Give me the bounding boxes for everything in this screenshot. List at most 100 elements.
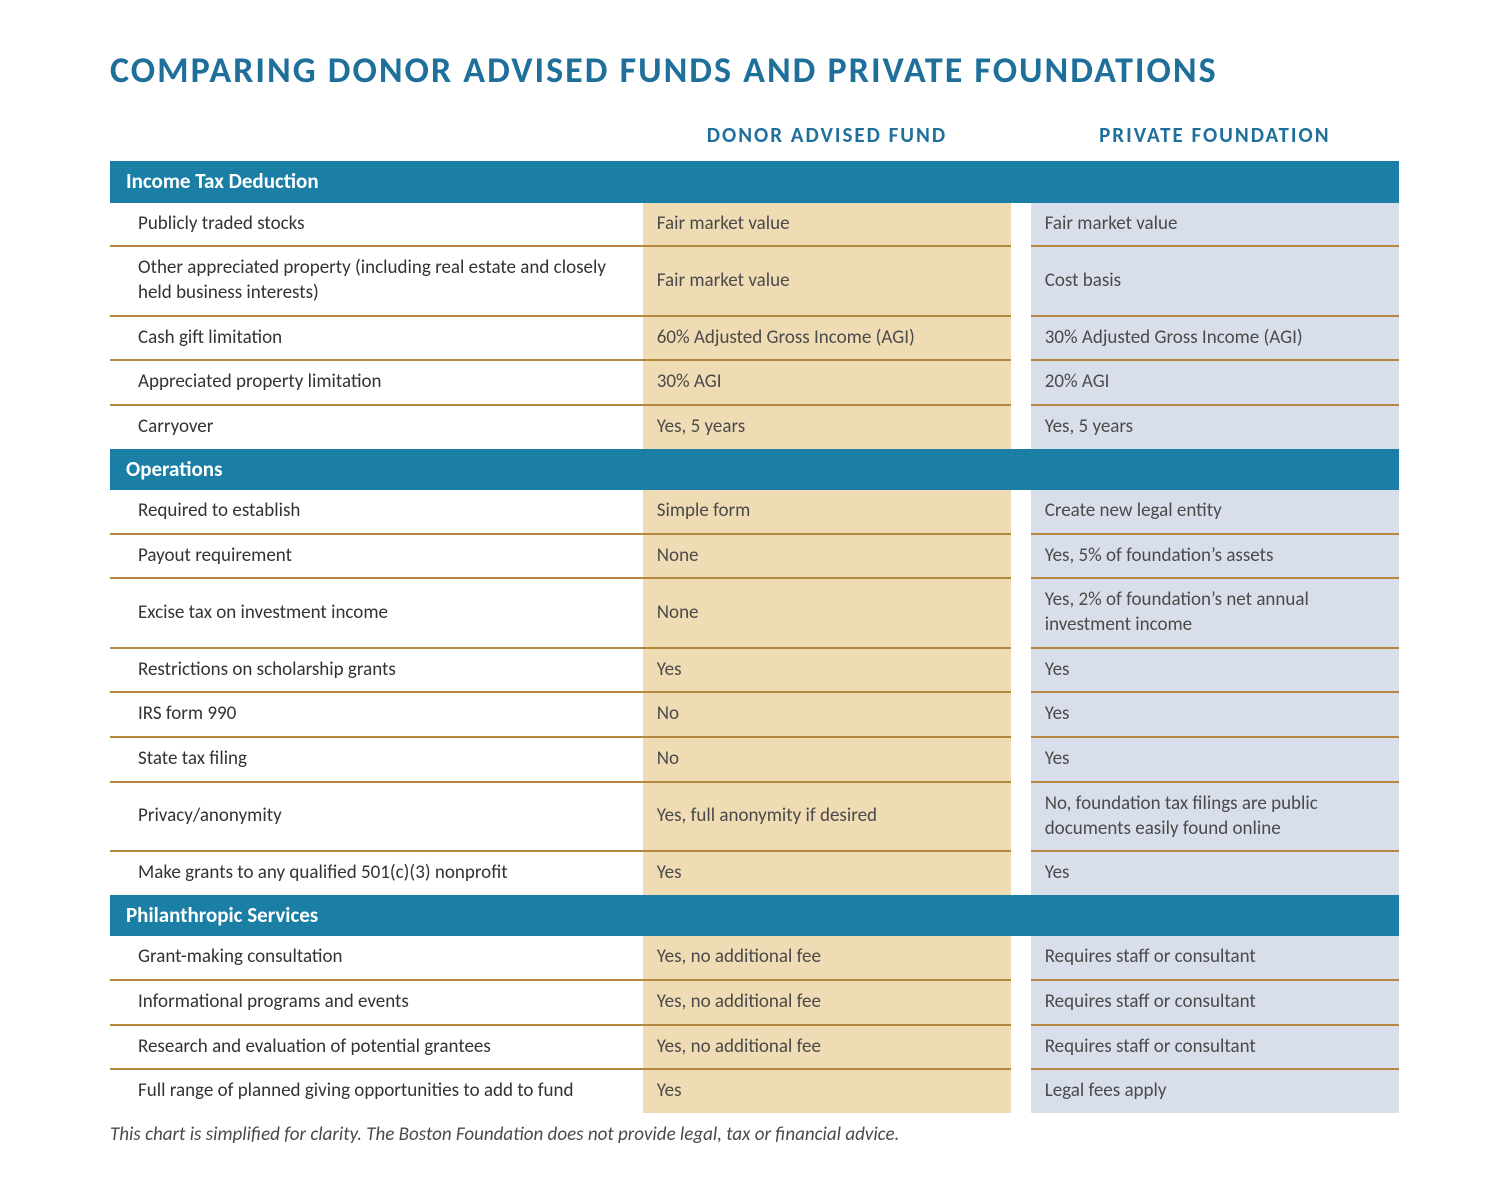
table-row: Other appreciated property (including re… (110, 246, 1399, 315)
column-headers-row: DONOR ADVISED FUND PRIVATE FOUNDATION (110, 112, 1399, 161)
gap-cell (1011, 782, 1031, 851)
row-label: Publicly traded stocks (110, 203, 643, 247)
gap-cell (1011, 246, 1031, 315)
gap-cell (1011, 405, 1031, 449)
pf-cell: Requires staff or consultant (1031, 936, 1399, 980)
table-row: Payout requirementNone Yes, 5% of foundat… (110, 534, 1399, 579)
row-label: Excise tax on investment income (110, 578, 643, 647)
column-header-pf: PRIVATE FOUNDATION (1031, 112, 1399, 161)
comparison-table: DONOR ADVISED FUND PRIVATE FOUNDATION In… (110, 112, 1399, 1113)
pf-cell: 30% Adjusted Gross Income (AGI) (1031, 316, 1399, 361)
daf-cell: Yes (643, 851, 1011, 895)
page-title: COMPARING DONOR ADVISED FUNDS AND PRIVAT… (110, 48, 1399, 92)
row-label: Research and evaluation of potential gra… (110, 1025, 643, 1070)
pf-cell: Cost basis (1031, 246, 1399, 315)
daf-cell: Yes, no additional fee (643, 936, 1011, 980)
pf-cell: No, foundation tax filings are public do… (1031, 782, 1399, 851)
table-row: Research and evaluation of potential gra… (110, 1025, 1399, 1070)
daf-cell: Yes, full anonymity if desired (643, 782, 1011, 851)
page: COMPARING DONOR ADVISED FUNDS AND PRIVAT… (0, 0, 1509, 1186)
gap-cell (1011, 490, 1031, 534)
column-gap (1011, 112, 1031, 161)
daf-cell: No (643, 737, 1011, 782)
table-row: Full range of planned giving opportuniti… (110, 1069, 1399, 1113)
table-row: Informational programs and eventsYes, no… (110, 980, 1399, 1025)
table-row: IRS form 990No Yes (110, 692, 1399, 737)
table-row: Make grants to any qualified 501(c)(3) n… (110, 851, 1399, 895)
gap-cell (1011, 980, 1031, 1025)
table-row: Publicly traded stocksFair market valueF… (110, 203, 1399, 247)
gap-cell (1011, 578, 1031, 647)
row-label: Other appreciated property (including re… (110, 246, 643, 315)
daf-cell: 60% Adjusted Gross Income (AGI) (643, 316, 1011, 361)
row-label: Carryover (110, 405, 643, 449)
section-header-row: Operations (110, 449, 1399, 490)
row-label: Make grants to any qualified 501(c)(3) n… (110, 851, 643, 895)
section-header-cell: Philanthropic Services (110, 895, 1399, 936)
gap-cell (1011, 316, 1031, 361)
pf-cell: Requires staff or consultant (1031, 1025, 1399, 1070)
row-label: IRS form 990 (110, 692, 643, 737)
row-label: State tax filing (110, 737, 643, 782)
daf-cell: Yes (643, 1069, 1011, 1113)
daf-cell: Yes (643, 648, 1011, 693)
footnote: This chart is simplified for clarity. Th… (110, 1123, 1399, 1146)
table-row: Excise tax on investment incomeNone Yes, … (110, 578, 1399, 647)
pf-cell: Yes, 5% of foundation’s assets (1031, 534, 1399, 579)
gap-cell (1011, 851, 1031, 895)
pf-cell: Yes, 5 years (1031, 405, 1399, 449)
gap-cell (1011, 936, 1031, 980)
blank-header (110, 112, 643, 161)
daf-cell: None (643, 534, 1011, 579)
pf-cell: Requires staff or consultant (1031, 980, 1399, 1025)
table-row: Privacy/anonymityYes, full anonymity if … (110, 782, 1399, 851)
pf-cell: Yes, 2% of foundation’s net annual inves… (1031, 578, 1399, 647)
table-row: CarryoverYes, 5 yearsYes, 5 years (110, 405, 1399, 449)
row-label: Privacy/anonymity (110, 782, 643, 851)
row-label: Required to establish (110, 490, 643, 534)
table-row: Grant-making consultationYes, no additio… (110, 936, 1399, 980)
daf-cell: Simple form (643, 490, 1011, 534)
daf-cell: Fair market value (643, 203, 1011, 247)
daf-cell: Yes, no additional fee (643, 1025, 1011, 1070)
gap-cell (1011, 360, 1031, 405)
daf-cell: None (643, 578, 1011, 647)
daf-cell: 30% AGI (643, 360, 1011, 405)
table-row: Restrictions on scholarship grantsYesYes (110, 648, 1399, 693)
pf-cell: Legal fees apply (1031, 1069, 1399, 1113)
section-header-cell: Income Tax Deduction (110, 161, 1399, 202)
gap-cell (1011, 648, 1031, 693)
daf-cell: No (643, 692, 1011, 737)
row-label: Informational programs and events (110, 980, 643, 1025)
column-header-daf: DONOR ADVISED FUND (643, 112, 1011, 161)
section-header-row: Philanthropic Services (110, 895, 1399, 936)
daf-cell: Yes, no additional fee (643, 980, 1011, 1025)
row-label: Cash gift limitation (110, 316, 643, 361)
row-label: Appreciated property limitation (110, 360, 643, 405)
gap-cell (1011, 1069, 1031, 1113)
pf-cell: 20% AGI (1031, 360, 1399, 405)
pf-cell: Yes (1031, 648, 1399, 693)
row-label: Full range of planned giving opportuniti… (110, 1069, 643, 1113)
pf-cell: Yes (1031, 692, 1399, 737)
gap-cell (1011, 534, 1031, 579)
row-label: Restrictions on scholarship grants (110, 648, 643, 693)
daf-cell: Fair market value (643, 246, 1011, 315)
pf-cell: Fair market value (1031, 203, 1399, 247)
table-row: Cash gift limitation60% Adjusted Gross I… (110, 316, 1399, 361)
row-label: Grant-making consultation (110, 936, 643, 980)
gap-cell (1011, 1025, 1031, 1070)
table-row: State tax filingNo Yes (110, 737, 1399, 782)
section-header-row: Income Tax Deduction (110, 161, 1399, 202)
section-header-cell: Operations (110, 449, 1399, 490)
row-label: Payout requirement (110, 534, 643, 579)
gap-cell (1011, 737, 1031, 782)
daf-cell: Yes, 5 years (643, 405, 1011, 449)
table-row: Required to establishSimple form Create n… (110, 490, 1399, 534)
gap-cell (1011, 203, 1031, 247)
pf-cell: Create new legal entity (1031, 490, 1399, 534)
table-row: Appreciated property limitation30% AGI 20… (110, 360, 1399, 405)
gap-cell (1011, 692, 1031, 737)
pf-cell: Yes (1031, 737, 1399, 782)
pf-cell: Yes (1031, 851, 1399, 895)
